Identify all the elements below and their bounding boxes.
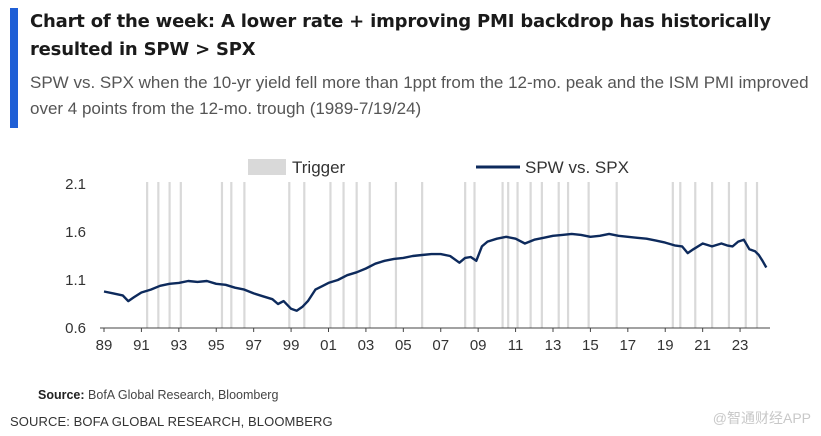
x-tick-label: 99 (283, 337, 300, 354)
chart-area: 0.6 1.1 1.6 2.1 89 91 93 95 97 99 01 03 05 07 09 11 13 15… (65, 158, 770, 354)
x-tick-label: 03 (358, 337, 375, 354)
source-text: BofA Global Research, Bloomberg (88, 388, 279, 402)
series-line-spw-vs-spx (103, 232, 768, 312)
trigger-shading-layer (146, 182, 759, 328)
trigger-bar (243, 182, 246, 328)
footer-source: SOURCE: BOFA GLOBAL RESEARCH, BLOOMBERG (10, 414, 333, 429)
y-tick-label: 0.6 (65, 320, 86, 337)
trigger-bar (157, 182, 160, 328)
x-tick-label: 97 (245, 337, 262, 354)
x-tick-label: 13 (545, 337, 562, 354)
trigger-bar (540, 182, 543, 328)
legend-series-label: SPW vs. SPX (525, 158, 629, 177)
axis-layer: 0.6 1.1 1.6 2.1 89 91 93 95 97 99 01 03 05 07 09 11 13 15… (65, 176, 770, 354)
x-tick-label: 95 (208, 337, 225, 354)
trigger-bar (168, 182, 171, 328)
x-tick-label: 93 (170, 337, 187, 354)
x-tick-label: 89 (96, 337, 113, 354)
trigger-bar (711, 182, 714, 328)
trigger-bar (694, 182, 697, 328)
trigger-bar (355, 182, 358, 328)
x-tick-label: 01 (320, 337, 337, 354)
series-layer (103, 232, 768, 312)
trigger-bar (507, 182, 510, 328)
source-note: Source: BofA Global Research, Bloomberg (38, 388, 278, 402)
x-tick-label: 11 (508, 337, 524, 354)
title-accent-bar (10, 8, 18, 128)
trigger-bar (464, 182, 467, 328)
x-tick-label: 91 (133, 337, 150, 354)
x-tick-label: 21 (694, 337, 711, 354)
trigger-bar (342, 182, 345, 328)
source-label: Source: (38, 388, 85, 402)
trigger-bar (473, 182, 476, 328)
trigger-bar (557, 182, 560, 328)
x-tick-label: 15 (582, 337, 599, 354)
chart-subtitle: SPW vs. SPX when the 10-yr yield fell mo… (30, 73, 809, 118)
trigger-bar (230, 182, 233, 328)
trigger-bar (529, 182, 532, 328)
trigger-bar (566, 182, 570, 328)
y-tick-label: 2.1 (65, 176, 86, 193)
chart-title: Chart of the week: A lower rate + improv… (30, 11, 771, 60)
legend-trigger-swatch (248, 159, 286, 175)
trigger-bar (220, 182, 224, 328)
trigger-bar (671, 182, 674, 328)
trigger-bar (368, 182, 371, 328)
x-tick-label: 19 (657, 337, 674, 354)
trigger-bar (329, 182, 332, 328)
legend: Trigger SPW vs. SPX (248, 158, 629, 177)
trigger-bar (615, 182, 618, 328)
y-tick-label: 1.1 (65, 272, 86, 289)
trigger-bar (146, 182, 149, 328)
watermark: @智通财经APP (712, 410, 811, 426)
trigger-bar (755, 182, 759, 328)
trigger-bar (394, 182, 398, 328)
trigger-bar (516, 182, 519, 328)
trigger-bar (501, 182, 504, 328)
y-tick-label: 1.6 (65, 224, 86, 241)
x-tick-label: 23 (732, 337, 749, 354)
trigger-bar (744, 182, 747, 328)
trigger-bar (587, 182, 590, 328)
trigger-bar (288, 182, 291, 328)
trigger-bar (727, 182, 731, 328)
x-tick-label: 05 (395, 337, 412, 354)
trigger-bar (179, 182, 182, 328)
trigger-bar (303, 182, 306, 328)
legend-trigger-label: Trigger (292, 158, 346, 177)
trigger-bar (679, 182, 682, 328)
x-tick-label: 09 (470, 337, 487, 354)
x-tick-label: 17 (619, 337, 636, 354)
x-tick-label: 07 (432, 337, 449, 354)
